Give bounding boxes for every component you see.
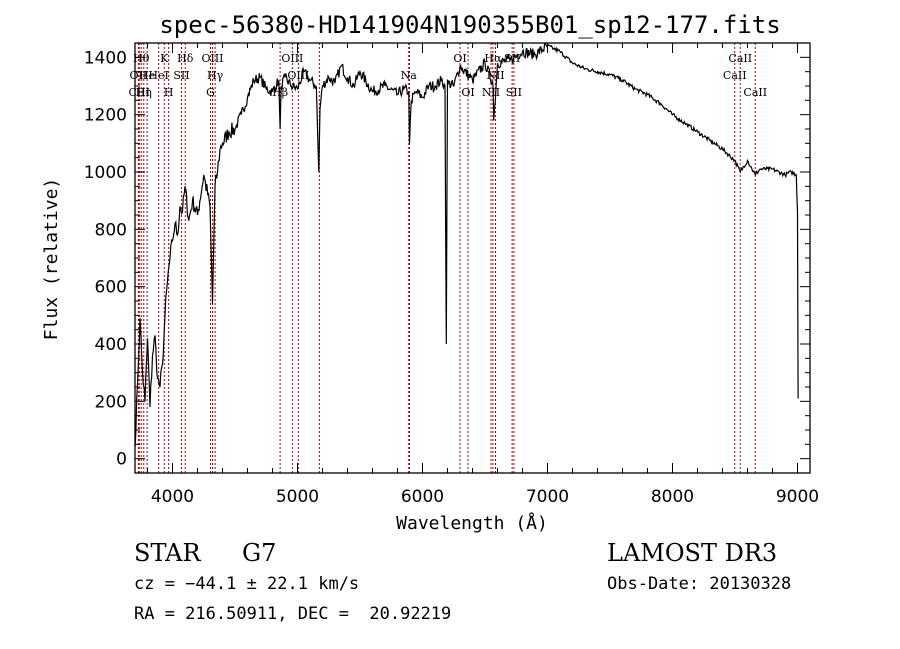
y-tick-label: 1200 <box>84 106 127 126</box>
survey-name: LAMOST DR3 <box>607 539 778 567</box>
x-axis-label: Wavelength (Å) <box>396 512 548 534</box>
spectral-line-label: G <box>206 86 215 99</box>
chart-title: spec-56380-HD141904N190355B01_sp12-177.f… <box>159 11 780 39</box>
x-tick-label: 6000 <box>401 487 444 507</box>
spectral-line-label: HeI <box>148 69 168 82</box>
y-axis-ticks: 0 200 400 600 800 1000 1200 1400 <box>84 48 810 470</box>
spectral-line-labels: OIICIIIHθHηHeHeIKHSIIHδGOIIIHγHβOIIIOIII… <box>129 52 768 99</box>
spectral-line-label: Hα <box>484 52 502 65</box>
x-tick-label: 9000 <box>776 487 819 507</box>
spectrum-series-line <box>134 42 799 448</box>
observation-date: Obs-Date: 20130328 <box>607 574 792 594</box>
y-tick-label: 1400 <box>84 48 127 68</box>
y-tick-label: 0 <box>116 450 127 470</box>
spectral-line-label: CaII <box>728 52 752 65</box>
y-tick-label: 800 <box>95 220 127 240</box>
spectral-line-label: OIII <box>201 52 223 65</box>
spectral-line-label: H <box>164 86 174 99</box>
y-tick-label: 1000 <box>84 163 127 183</box>
spectral-line-label: OII <box>130 69 148 82</box>
spectral-line-label: CIII <box>129 86 150 99</box>
x-axis-ticks: 4000 5000 6000 7000 8000 9000 <box>147 43 819 507</box>
spectral-line-label: NII <box>482 86 500 99</box>
y-tick-label: 200 <box>95 392 127 412</box>
object-subclass: G7 <box>242 539 277 567</box>
spectral-line-label: Hγ <box>207 69 224 82</box>
x-tick-label: 5000 <box>276 487 319 507</box>
x-tick-label: 7000 <box>526 487 569 507</box>
spectral-line-label: Na <box>401 69 418 82</box>
y-axis-label: Flux (relative) <box>41 178 62 341</box>
spectral-line-label: Hθ <box>133 52 150 65</box>
spectral-line-label: Hδ <box>177 52 194 65</box>
spectral-line-label: Hη <box>136 86 152 99</box>
spectral-line-label: He <box>139 69 155 82</box>
spectral-line-label: SII <box>506 86 522 99</box>
ra-dec: RA = 216.50911, DEC = 20.92219 <box>134 604 452 624</box>
y-tick-label: 400 <box>95 335 127 355</box>
y-tick-label: 600 <box>95 278 127 298</box>
x-tick-label: 4000 <box>151 487 194 507</box>
spectral-line-label: K <box>160 52 169 65</box>
spectral-line-label: OI <box>453 52 466 65</box>
spectral-line-label: OI <box>461 86 474 99</box>
object-class: STAR <box>134 539 201 567</box>
x-tick-label: 8000 <box>651 487 694 507</box>
spectral-line-label: CaII <box>743 86 767 99</box>
redshift-cz: cz = −44.1 ± 22.1 km/s <box>134 574 360 594</box>
spectral-line-label: OIII <box>281 52 303 65</box>
spectral-line-label: CaII <box>723 69 747 82</box>
spectral-line-label: SII <box>173 69 189 82</box>
plot-frame <box>134 42 811 474</box>
spectral-line-label: NII <box>486 69 504 82</box>
